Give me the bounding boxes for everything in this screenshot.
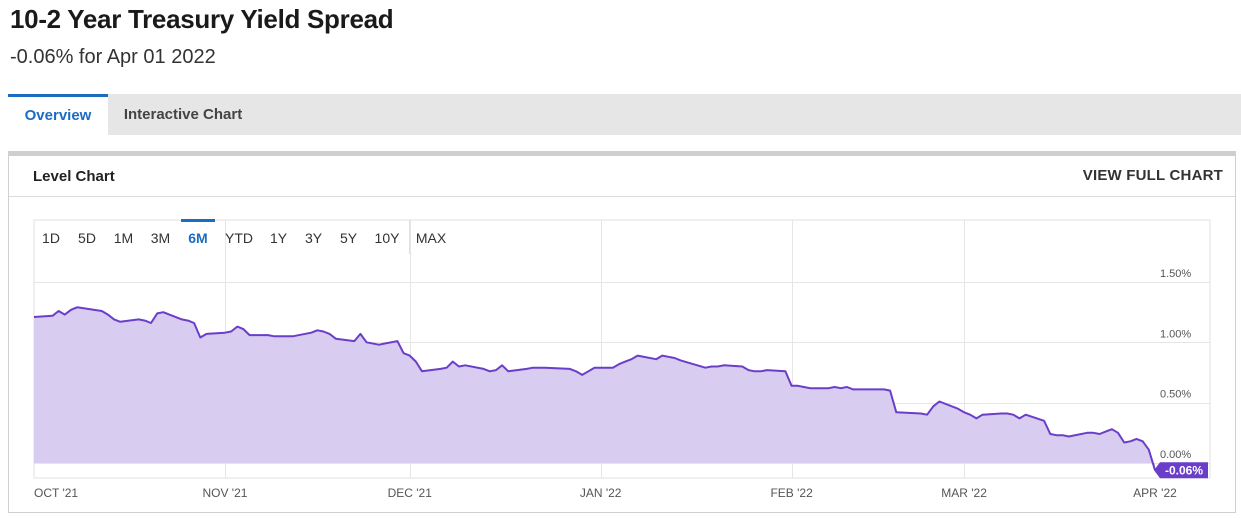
- y-tick-label: 0.50%: [1160, 389, 1191, 401]
- tab-overview[interactable]: Overview: [8, 94, 108, 135]
- range-5d-button[interactable]: 5D: [78, 230, 96, 246]
- range-1d-button[interactable]: 1D: [42, 230, 60, 246]
- range-5y-button[interactable]: 5Y: [339, 230, 358, 246]
- last-value-label: -0.06%: [1165, 464, 1203, 478]
- y-tick-label: 0.00%: [1160, 449, 1191, 461]
- panel-header: Level Chart VIEW FULL CHART: [9, 156, 1235, 197]
- last-value-badge: [1154, 462, 1208, 479]
- range-1m-button[interactable]: 1M: [113, 230, 134, 246]
- range-10y-button[interactable]: 10Y: [374, 230, 400, 246]
- range-3y-button[interactable]: 3Y: [304, 230, 323, 246]
- range-ytd-button[interactable]: YTD: [225, 230, 253, 246]
- page-subtitle: -0.06% for Apr 01 2022: [10, 46, 216, 68]
- x-tick-label: DEC '21: [388, 486, 433, 500]
- series-line: [33, 306, 1156, 471]
- range-3m-button[interactable]: 3M: [150, 230, 171, 246]
- y-tick-label: 1.50%: [1160, 268, 1191, 280]
- y-tick-label: 1.00%: [1160, 328, 1191, 340]
- x-tick-label: NOV '21: [202, 486, 247, 500]
- x-tick-label: OCT '21: [34, 486, 78, 500]
- panel-title: Level Chart: [33, 168, 115, 185]
- range-max-button[interactable]: MAX: [415, 230, 447, 246]
- x-tick-label: FEB '22: [770, 486, 813, 500]
- tab-bar: Overview Interactive Chart: [8, 94, 1241, 135]
- page-title: 10-2 Year Treasury Yield Spread: [10, 4, 394, 34]
- x-tick-label: MAR '22: [941, 486, 987, 500]
- range-6m-button[interactable]: 6M: [179, 219, 217, 254]
- x-tick-label: APR '22: [1133, 486, 1177, 500]
- view-full-chart-link[interactable]: VIEW FULL CHART: [1082, 167, 1223, 184]
- x-tick-label: JAN '22: [580, 486, 622, 500]
- range-1y-button[interactable]: 1Y: [269, 230, 288, 246]
- tab-interactive-chart[interactable]: Interactive Chart: [123, 106, 243, 123]
- series-area: [34, 307, 1155, 471]
